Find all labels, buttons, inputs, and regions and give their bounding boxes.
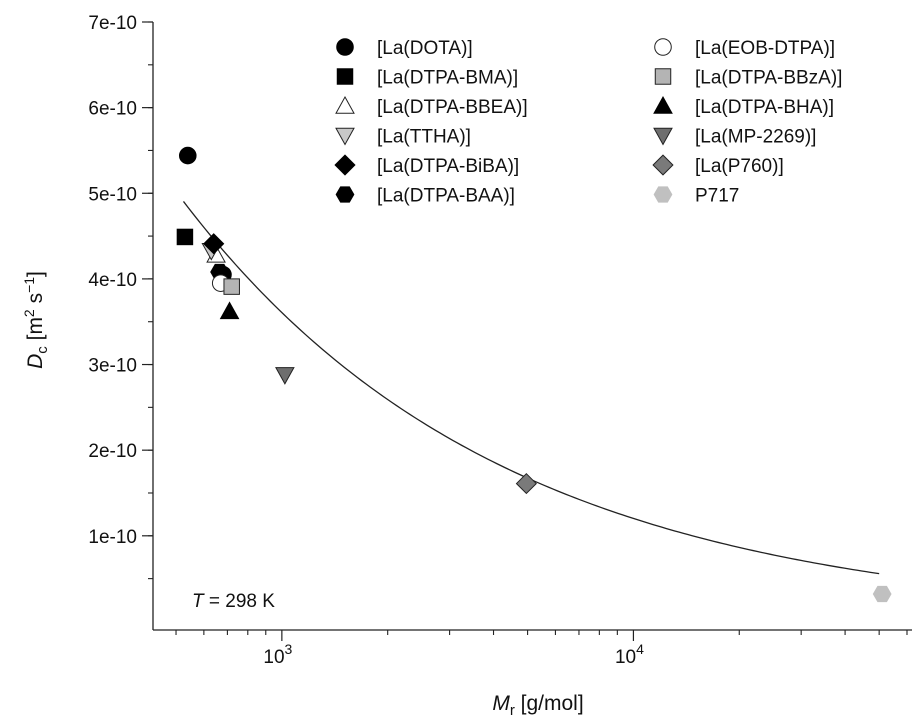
legend-marker: [653, 95, 673, 114]
legend-marker: [654, 68, 672, 85]
legend-marker: [654, 38, 672, 56]
legend-label: [La(DTPA-BAA)]: [377, 186, 515, 207]
legend-label: [La(DTPA-BBzA)]: [695, 68, 842, 89]
data-point: [872, 585, 892, 603]
legend-label: [La(MP-2269)]: [695, 127, 816, 148]
legend-marker: [336, 68, 354, 85]
legend-label: [La(DTPA-BBEA)]: [377, 97, 528, 118]
data-point: [203, 233, 225, 255]
legend-label: [La(DTPA-BMA)]: [377, 68, 518, 89]
y-tick-label: 3e-10: [88, 356, 137, 377]
legend-label: [La(DTPA-BHA)]: [695, 97, 834, 118]
y-tick-label: 7e-10: [88, 13, 137, 34]
data-point: [178, 146, 197, 165]
legend-label: [La(DTPA-BiBA)]: [377, 156, 519, 177]
data-points: [176, 146, 892, 603]
legend-marker: [653, 127, 673, 146]
legend-marker: [652, 154, 674, 176]
data-point: [219, 301, 240, 320]
fit-curve: [182, 201, 880, 575]
y-tick-label: 5e-10: [88, 184, 137, 205]
axes: [152, 22, 912, 631]
temperature-annotation: T = 298 K: [192, 591, 275, 612]
x-axis-title: Mr [g/mol]: [492, 692, 583, 718]
legend-label: [La(DOTA)]: [377, 38, 473, 59]
data-point: [176, 228, 194, 246]
legend-label: [La(EOB-DTPA)]: [695, 38, 835, 59]
data-point: [223, 278, 240, 295]
y-tick-label: 6e-10: [88, 99, 137, 120]
legend-label: [La(P760)]: [695, 156, 784, 177]
data-point: [515, 472, 537, 495]
legend: [La(DOTA)] [La(DTPA-BMA)] [La(DTPA-BBEA)] […: [334, 38, 842, 207]
fit-curve-group: [182, 201, 880, 575]
data-point: [275, 367, 295, 385]
legend-marker: [335, 127, 355, 146]
y-tick-label: 4e-10: [88, 270, 137, 291]
ticks: 1e-10 2e-10 3e-10 4e-10 5e-10 6e-10 7e-10 103 10…: [88, 13, 908, 668]
legend-marker: [335, 186, 355, 203]
legend-label: [La(TTHA)]: [377, 127, 471, 148]
legend-marker: [653, 186, 673, 203]
x-tick-label: 103: [263, 641, 292, 668]
y-axis-title: Dc [m2 s−1]: [21, 271, 51, 369]
x-tick-label: 104: [615, 641, 644, 668]
legend-marker: [334, 154, 356, 176]
y-tick-label: 1e-10: [88, 527, 137, 548]
legend-marker: [336, 38, 354, 56]
y-tick-label: 2e-10: [88, 441, 137, 462]
legend-marker: [335, 95, 355, 114]
legend-label: P717: [695, 186, 739, 207]
